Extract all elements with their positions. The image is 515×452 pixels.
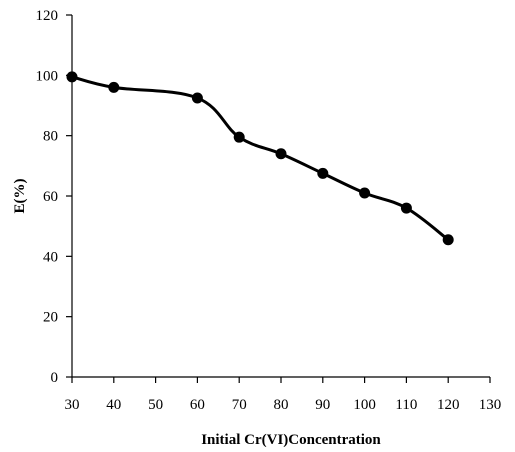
data-point: [66, 71, 78, 83]
y-tick-label: 60: [43, 189, 58, 205]
series-line: [71, 75, 450, 241]
data-point: [191, 92, 203, 104]
x-tick-label: 130: [479, 397, 502, 413]
data-point: [108, 81, 120, 93]
y-tick-label: 100: [36, 68, 59, 84]
y-tick-label: 40: [43, 249, 58, 265]
x-tick-label: 90: [315, 397, 330, 413]
x-tick-label: 70: [232, 397, 247, 413]
y-tick-label: 80: [43, 129, 58, 145]
data-point: [233, 131, 245, 143]
x-tick-label: 30: [65, 397, 80, 413]
x-tick-label: 80: [274, 397, 289, 413]
data-point: [442, 234, 454, 246]
x-axis-ticks: 30 40 50 60 70 80 90 100 110 120 130: [65, 377, 502, 413]
y-tick-label: 120: [36, 8, 59, 24]
x-axis-title: Initial Cr(VI)Concentration: [201, 432, 381, 448]
x-tick-label: 40: [106, 397, 121, 413]
y-axis-title: E(%): [12, 179, 28, 214]
data-point: [275, 148, 287, 160]
y-axis-ticks: 0 20 40 60 80 100 120: [36, 8, 72, 386]
data-point: [400, 202, 412, 214]
data-point: [317, 167, 329, 179]
y-tick-label: 20: [43, 310, 58, 326]
x-tick-label: 100: [353, 397, 376, 413]
x-tick-label: 60: [190, 397, 205, 413]
x-tick-label: 110: [395, 397, 417, 413]
data-markers: [66, 71, 454, 246]
x-tick-label: 50: [148, 397, 163, 413]
y-tick-label: 0: [51, 370, 59, 386]
data-point: [359, 187, 371, 199]
x-tick-label: 120: [437, 397, 460, 413]
